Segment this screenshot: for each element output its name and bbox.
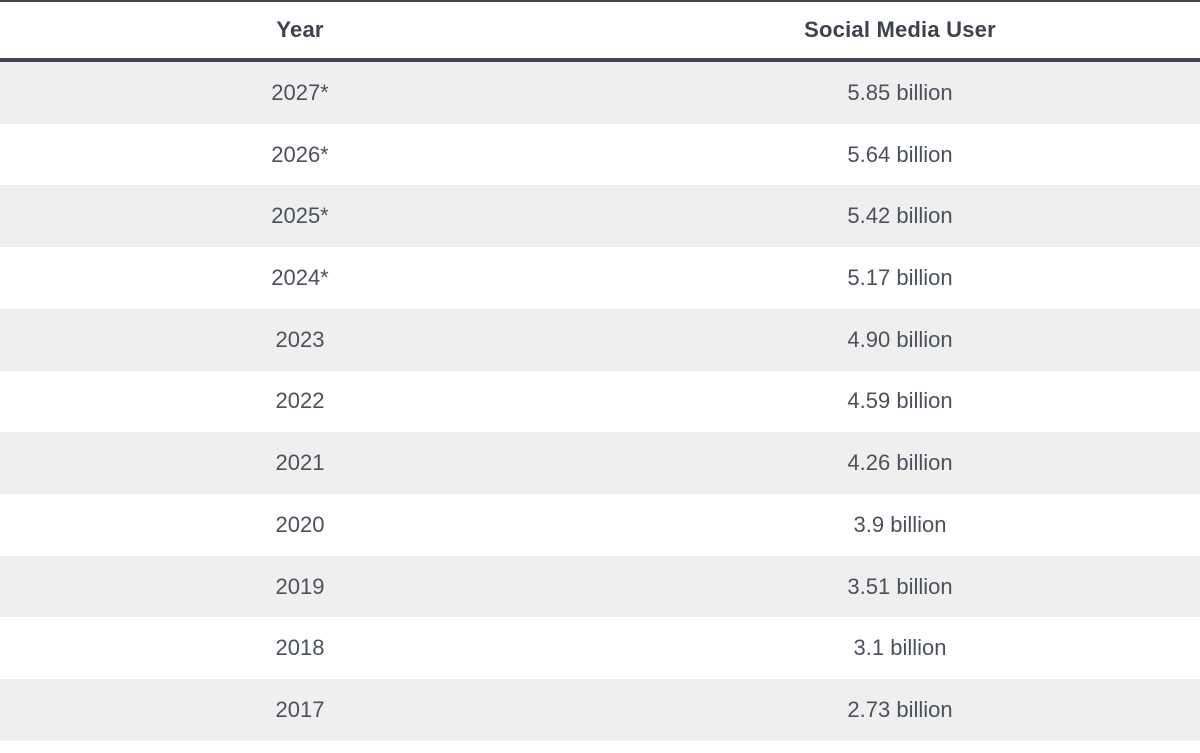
column-header-year: Year <box>276 17 324 42</box>
users-cell: 3.51 billion <box>847 573 953 599</box>
table-row: 2017 2.73 billion <box>0 679 1200 741</box>
users-cell: 5.85 billion <box>847 79 953 105</box>
year-cell: 2025* <box>271 203 329 229</box>
users-cell: 5.64 billion <box>847 141 953 167</box>
table-row: 2019 3.51 billion <box>0 555 1200 618</box>
users-cell: 3.9 billion <box>853 511 947 537</box>
table-body: 2027* 5.85 billion 2026* 5.64 billion 20… <box>0 62 1200 741</box>
users-cell: 3.1 billion <box>853 635 947 661</box>
table-header-row: Year Social Media User <box>0 2 1200 62</box>
year-cell: 2026* <box>271 141 329 167</box>
table-row: 2023 4.90 billion <box>0 308 1200 371</box>
year-cell: 2018 <box>275 635 325 661</box>
column-header-social-media-user: Social Media User <box>804 17 996 42</box>
table-row: 2027* 5.85 billion <box>0 62 1200 124</box>
year-cell: 2024* <box>271 265 329 291</box>
year-cell: 2020 <box>275 511 325 537</box>
table-row: 2020 3.9 billion <box>0 494 1200 556</box>
users-cell: 4.26 billion <box>847 450 953 476</box>
users-cell: 4.90 billion <box>847 326 953 352</box>
users-cell: 4.59 billion <box>847 388 953 414</box>
table-row: 2024* 5.17 billion <box>0 247 1200 309</box>
table-row: 2026* 5.64 billion <box>0 123 1200 186</box>
users-cell: 5.17 billion <box>847 265 953 291</box>
users-cell: 2.73 billion <box>847 697 953 723</box>
table-row: 2022 4.59 billion <box>0 370 1200 433</box>
year-cell: 2021 <box>275 450 325 476</box>
table-row: 2021 4.26 billion <box>0 432 1200 495</box>
year-cell: 2027* <box>271 79 329 105</box>
year-cell: 2023 <box>275 326 325 352</box>
year-cell: 2017 <box>275 697 325 723</box>
table-row: 2018 3.1 billion <box>0 617 1200 680</box>
year-cell: 2022 <box>275 388 325 414</box>
users-cell: 5.42 billion <box>847 203 953 229</box>
year-cell: 2019 <box>275 573 325 599</box>
table-row: 2025* 5.42 billion <box>0 185 1200 248</box>
